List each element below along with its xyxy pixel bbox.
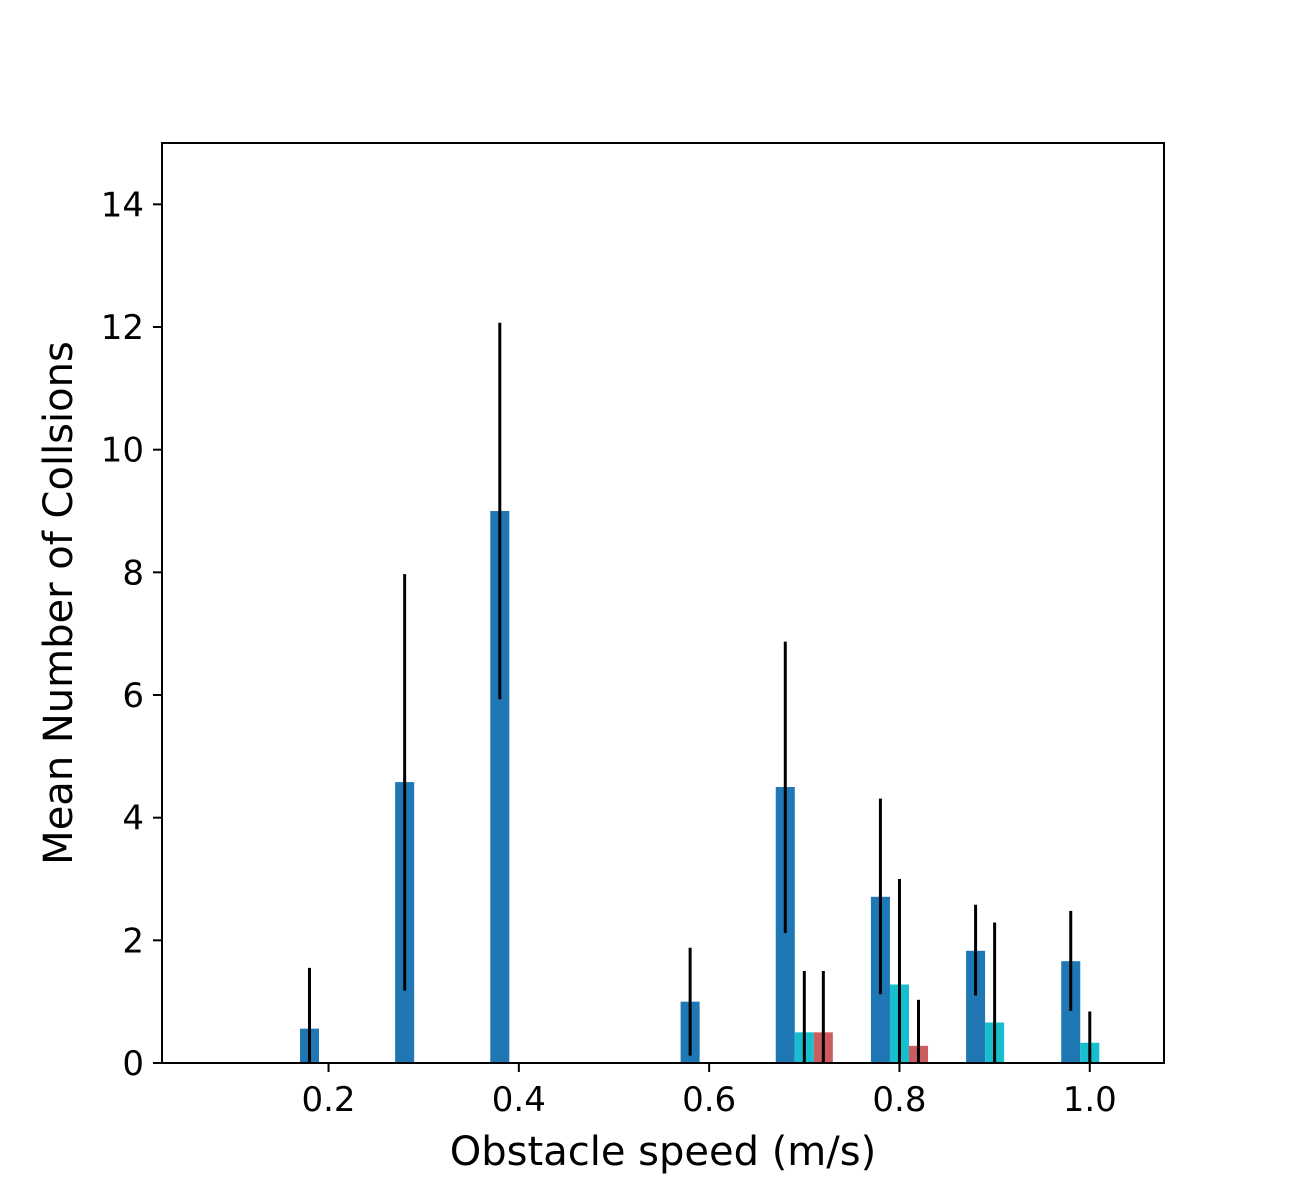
x-tick-label: 0.2: [301, 1080, 355, 1120]
x-tick-label: 0.6: [682, 1080, 736, 1120]
bar: [966, 950, 986, 1063]
y-tick-label: 4: [122, 799, 144, 839]
y-tick-label: 6: [122, 676, 144, 716]
y-tick-label: 10: [101, 431, 144, 471]
y-tick-label: 0: [122, 1044, 144, 1084]
bar: [1061, 961, 1081, 1063]
bar-group: [299, 511, 1100, 1063]
x-tick-label: 0.8: [872, 1080, 926, 1120]
y-tick-label: 8: [122, 553, 144, 593]
errorbar-group: [307, 322, 1092, 1063]
y-axis-label: Mean Number of Collsions: [36, 341, 82, 865]
x-axis-label: Obstacle speed (m/s): [450, 1129, 876, 1175]
plot-frame: [161, 142, 1165, 1064]
bar: [490, 511, 510, 1063]
x-tick-label: 0.4: [492, 1080, 546, 1120]
x-axis: 0.2 0.4 0.6 0.8 1.0: [301, 1063, 1117, 1120]
y-tick-label: 2: [122, 921, 144, 961]
y-axis: 0 2 4 6 8 10 12 14: [101, 185, 162, 1084]
y-tick-label: 12: [101, 308, 144, 348]
x-tick-label: 1.0: [1063, 1080, 1117, 1120]
y-tick-label: 14: [101, 185, 144, 225]
